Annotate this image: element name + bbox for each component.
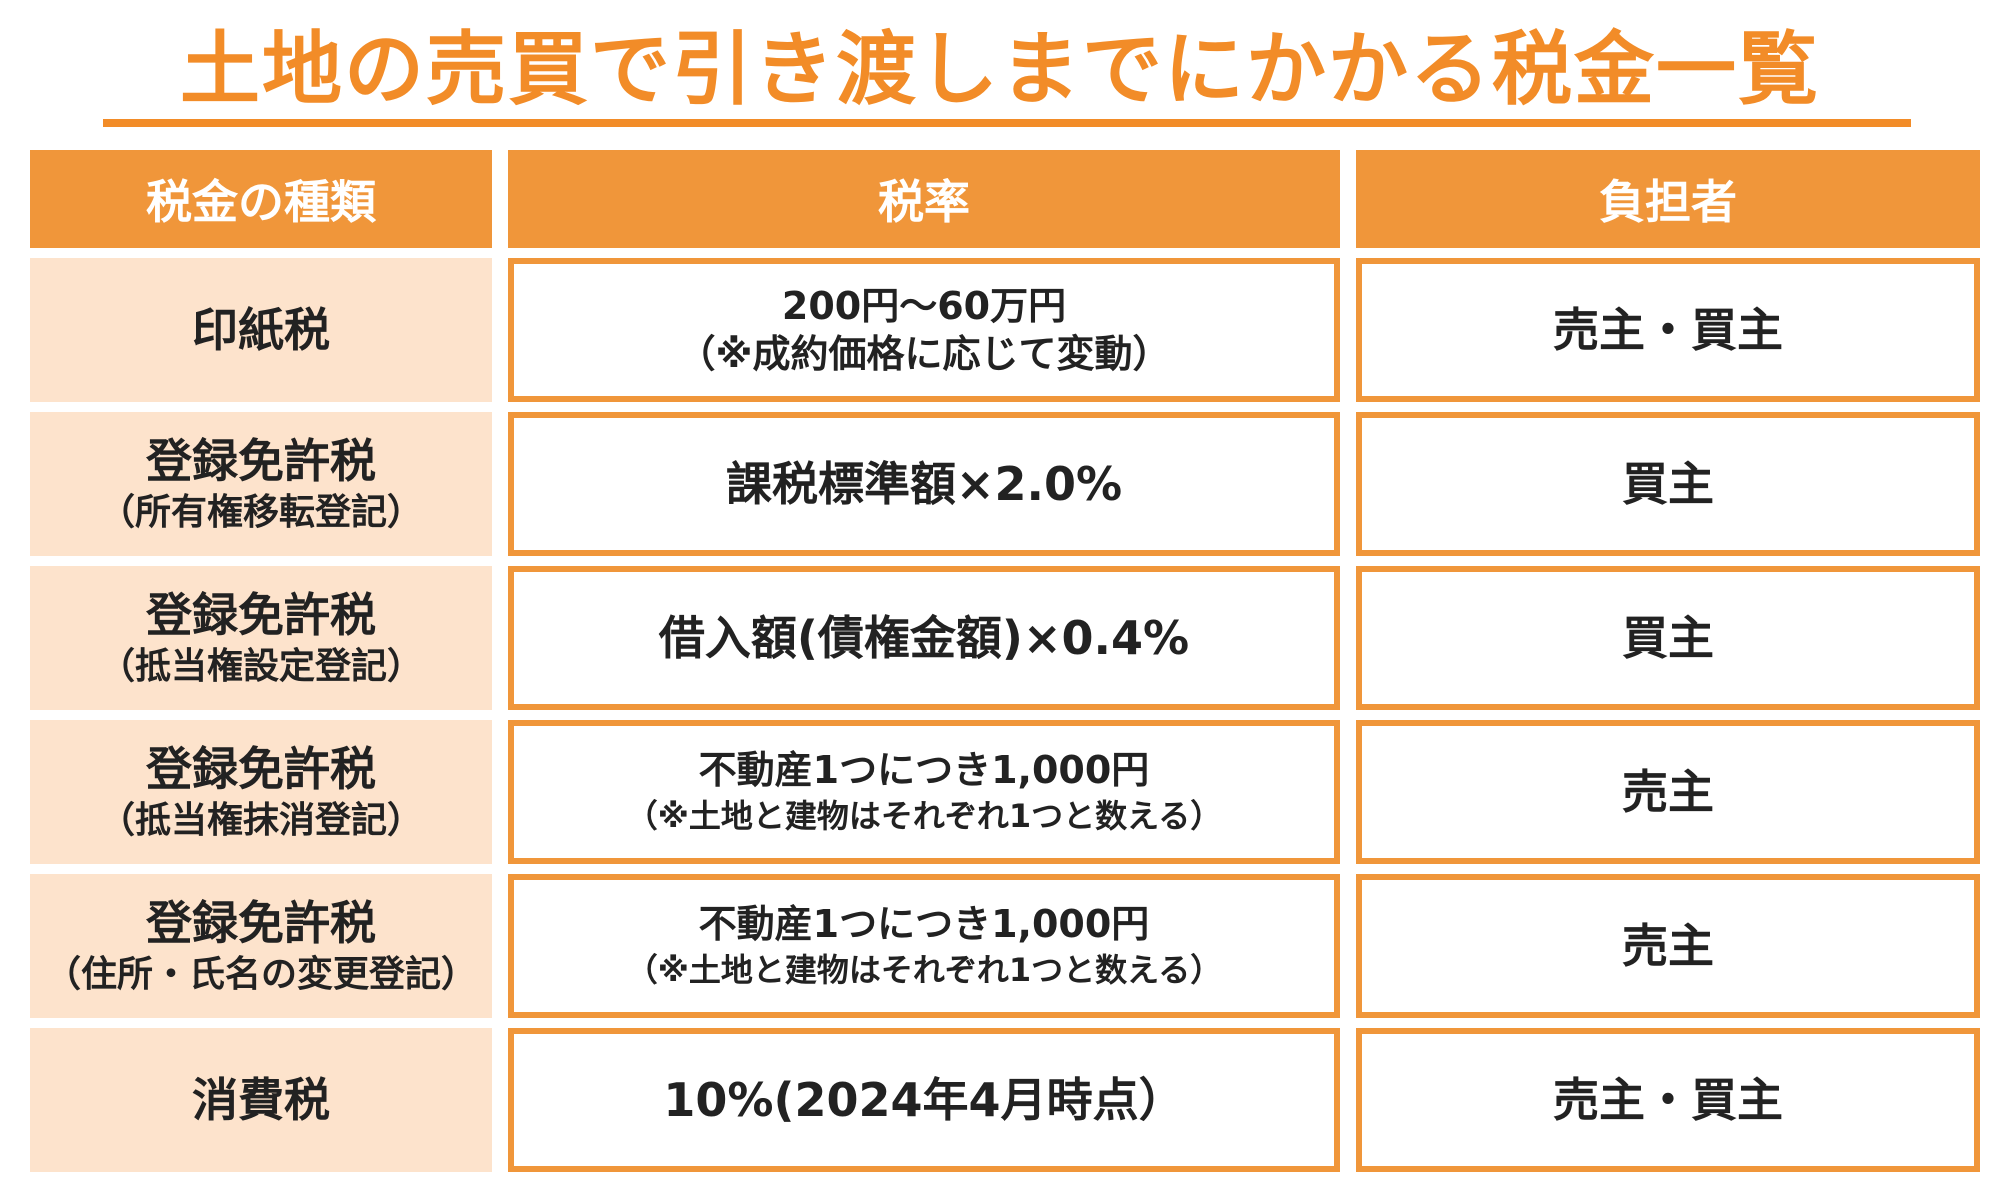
tax-type-cell: 消費税 <box>30 1028 492 1172</box>
header-tax-type: 税金の種類 <box>30 150 492 248</box>
tax-type-cell: 登録免許税 （抵当権設定登記） <box>30 566 492 710</box>
payer-text: 売主 <box>1622 919 1714 973</box>
tax-table: 税金の種類 税率 負担者 印紙税 200円〜60万円 （※成約価格に応じて変動）… <box>30 150 1980 1182</box>
tax-rate-text: 課税標準額×2.0% <box>725 457 1123 511</box>
tax-rate-cell: 不動産1つにつき1,000円 （※土地と建物はそれぞれ1つと数える） <box>508 874 1340 1018</box>
payer-text: 売主・買主 <box>1553 303 1783 357</box>
tax-rate-note: （※土地と建物はそれぞれ1つと数える） <box>625 797 1223 835</box>
payer-cell: 買主 <box>1356 412 1980 556</box>
payer-cell: 売主・買主 <box>1356 1028 1980 1172</box>
header-tax-rate: 税率 <box>508 150 1340 248</box>
tax-rate-text: 不動産1つにつき1,000円 <box>698 748 1150 792</box>
tax-type-name: 印紙税 <box>192 303 330 357</box>
tax-type-cell: 登録免許税 （所有権移転登記） <box>30 412 492 556</box>
tax-rate-text: 10%(2024年4月時点） <box>663 1073 1185 1127</box>
payer-text: 売主・買主 <box>1553 1073 1783 1127</box>
tax-rate-note: （※成約価格に応じて変動） <box>677 332 1171 376</box>
tax-type-name: 登録免許税 <box>146 434 376 488</box>
tax-rate-cell: 不動産1つにつき1,000円 （※土地と建物はそれぞれ1つと数える） <box>508 720 1340 864</box>
page-title: 土地の売買で引き渡しまでにかかる税金一覧 <box>180 23 1820 116</box>
table-header-row: 税金の種類 税率 負担者 <box>30 150 1980 248</box>
tax-rate-note: （※土地と建物はそれぞれ1つと数える） <box>625 951 1223 989</box>
tax-type-name: 登録免許税 <box>146 896 376 950</box>
payer-text: 買主 <box>1622 457 1714 511</box>
tax-rate-cell: 10%(2024年4月時点） <box>508 1028 1340 1172</box>
header-payer: 負担者 <box>1356 150 1980 248</box>
tax-type-name: 消費税 <box>192 1073 330 1127</box>
tax-rate-text: 200円〜60万円 <box>781 284 1067 328</box>
title-underline <box>103 119 1911 127</box>
tax-rate-cell: 借入額(債権金額)×0.4% <box>508 566 1340 710</box>
payer-cell: 売主 <box>1356 874 1980 1018</box>
table-row: 登録免許税 （住所・氏名の変更登記） 不動産1つにつき1,000円 （※土地と建… <box>30 874 1980 1018</box>
tax-type-subtitle: （住所・氏名の変更登記） <box>44 954 477 995</box>
table-row: 登録免許税 （所有権移転登記） 課税標準額×2.0% 買主 <box>30 412 1980 556</box>
table-row: 登録免許税 （抵当権抹消登記） 不動産1つにつき1,000円 （※土地と建物はそ… <box>30 720 1980 864</box>
tax-rate-text: 不動産1つにつき1,000円 <box>698 902 1150 946</box>
payer-cell: 売主・買主 <box>1356 258 1980 402</box>
payer-text: 買主 <box>1622 611 1714 665</box>
tax-type-cell: 登録免許税 （住所・氏名の変更登記） <box>30 874 492 1018</box>
tax-type-subtitle: （所有権移転登記） <box>98 492 423 533</box>
payer-cell: 買主 <box>1356 566 1980 710</box>
tax-rate-text: 借入額(債権金額)×0.4% <box>658 611 1190 665</box>
table-row: 印紙税 200円〜60万円 （※成約価格に応じて変動） 売主・買主 <box>30 258 1980 402</box>
tax-type-name: 登録免許税 <box>146 588 376 642</box>
tax-type-name: 登録免許税 <box>146 742 376 796</box>
tax-type-subtitle: （抵当権設定登記） <box>98 646 423 687</box>
table-row: 登録免許税 （抵当権設定登記） 借入額(債権金額)×0.4% 買主 <box>30 566 1980 710</box>
tax-type-subtitle: （抵当権抹消登記） <box>98 800 423 841</box>
tax-rate-cell: 200円〜60万円 （※成約価格に応じて変動） <box>508 258 1340 402</box>
payer-text: 売主 <box>1622 765 1714 819</box>
tax-type-cell: 印紙税 <box>30 258 492 402</box>
payer-cell: 売主 <box>1356 720 1980 864</box>
tax-type-cell: 登録免許税 （抵当権抹消登記） <box>30 720 492 864</box>
tax-rate-cell: 課税標準額×2.0% <box>508 412 1340 556</box>
table-row: 消費税 10%(2024年4月時点） 売主・買主 <box>30 1028 1980 1172</box>
